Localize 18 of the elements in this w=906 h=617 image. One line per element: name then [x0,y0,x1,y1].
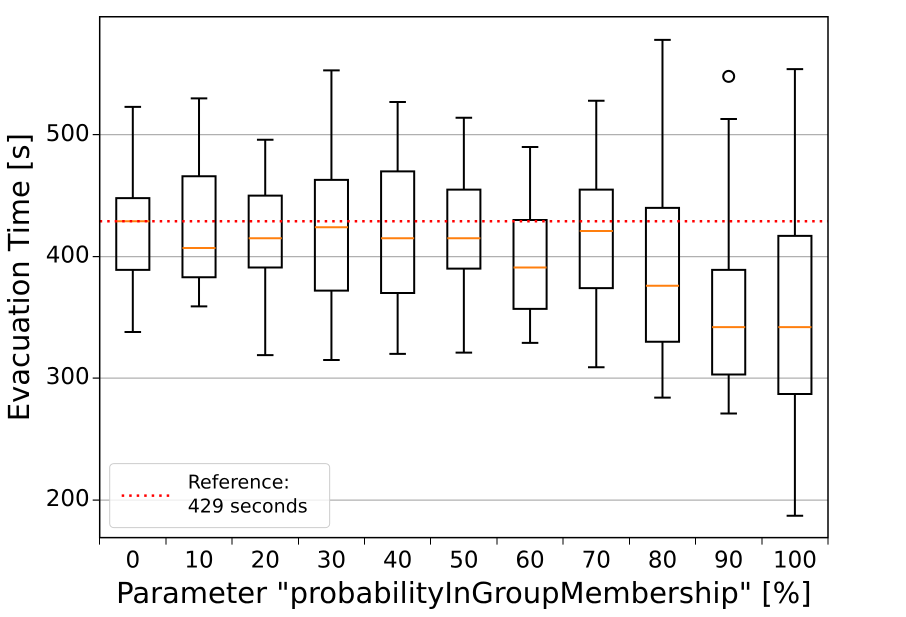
x-tick-label: 30 [316,547,346,574]
y-tick-label: 300 [46,364,90,390]
x-axis-title: Parameter "probabilityInGroupMembership" [%] [116,576,812,610]
x-tick-label: 40 [383,547,412,574]
x-tick-label: 60 [515,547,545,574]
y-tick-label: 200 [46,486,90,512]
x-tick-label: 100 [772,547,817,574]
y-axis-title: Evacuation Time [s] [2,133,36,422]
legend-label: Reference: 429 seconds [188,472,308,518]
y-tick-label: 400 [46,242,90,268]
x-tick-label: 20 [250,547,280,574]
y-tick-label: 500 [46,120,90,147]
x-tick-label: 10 [184,547,214,574]
x-tick-label: 80 [648,547,678,574]
x-tick-label: 50 [449,547,478,574]
x-tick-label: 0 [125,547,140,574]
x-tick-label: 70 [582,547,611,574]
x-tick-label: 90 [714,547,744,574]
